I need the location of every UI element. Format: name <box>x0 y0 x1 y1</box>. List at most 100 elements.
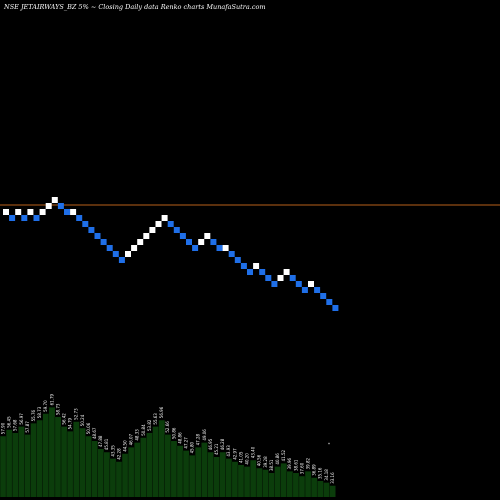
price-label: 49.06 <box>202 429 207 441</box>
up-brick <box>45 203 52 209</box>
price-label: 57.90 <box>1 422 6 434</box>
up-brick <box>222 245 229 251</box>
price-label: 38.51 <box>269 459 274 471</box>
chart-title: NSE JETAIRWAYS_BZ 5% ~ Closing Daily dat… <box>3 3 266 11</box>
price-label: 52.73 <box>74 408 79 420</box>
price-label: 33.16 <box>330 472 335 484</box>
price-label: 47.88 <box>98 435 103 447</box>
down-brick <box>228 251 235 257</box>
price-label: 47.27 <box>184 437 189 449</box>
up-brick <box>137 239 144 245</box>
price-label: 55.63 <box>153 413 158 425</box>
up-brick <box>308 281 314 287</box>
down-brick <box>289 275 296 281</box>
up-brick <box>3 209 9 215</box>
down-brick <box>320 293 327 299</box>
price-label: 56.42 <box>62 413 67 425</box>
price-label: 38.61 <box>293 459 298 471</box>
price-label: 45.21 <box>214 443 219 455</box>
price-label: 58.73 <box>37 406 42 418</box>
down-brick <box>240 263 247 269</box>
up-brick <box>39 209 46 215</box>
down-brick <box>112 251 119 257</box>
price-label: 43.93 <box>226 445 231 457</box>
price-label: 40.20 <box>245 453 250 465</box>
up-brick <box>125 251 131 257</box>
down-brick <box>167 221 174 227</box>
price-label: 44.50 <box>123 440 128 452</box>
price-label: 39.28 <box>263 456 268 468</box>
down-brick <box>82 221 89 227</box>
price-label: 54.79 <box>68 417 73 429</box>
down-brick <box>64 209 70 215</box>
up-brick <box>204 233 211 239</box>
down-brick <box>314 287 321 293</box>
price-label: 59.70 <box>43 400 48 412</box>
down-brick <box>76 215 83 221</box>
down-brick <box>57 203 64 209</box>
up-brick <box>155 221 162 227</box>
price-label: 43.40 <box>251 446 256 458</box>
price-label: 42.28 <box>116 448 121 460</box>
down-brick <box>179 233 186 239</box>
up-brick <box>149 227 156 233</box>
price-label: 50.84 <box>141 424 146 436</box>
up-brick <box>51 197 58 203</box>
bricks-group <box>3 197 339 311</box>
up-brick <box>277 275 284 281</box>
up-brick <box>198 239 205 245</box>
down-brick <box>216 245 223 251</box>
up-brick <box>131 245 138 251</box>
price-label: 47.28 <box>196 433 201 445</box>
price-label: 61.79 <box>49 393 54 405</box>
down-brick <box>265 275 272 281</box>
price-label: 40.56 <box>257 454 262 466</box>
down-brick <box>100 239 107 245</box>
price-label: 56.96 <box>159 406 164 418</box>
down-brick <box>94 233 101 239</box>
up-brick <box>27 209 34 215</box>
price-label: 46.28 <box>220 438 225 450</box>
down-brick <box>247 269 253 275</box>
up-brick <box>283 269 290 275</box>
down-brick <box>295 281 302 287</box>
price-label: 41.05 <box>238 451 243 463</box>
price-label: 56.97 <box>19 413 24 425</box>
price-label: 36.89 <box>312 464 317 476</box>
price-label: 35.16 <box>318 467 323 479</box>
price-label: 46.95 <box>208 438 213 450</box>
price-label: 46.07 <box>129 433 134 445</box>
up-brick <box>70 209 77 215</box>
down-brick <box>259 269 266 275</box>
down-brick <box>271 281 278 287</box>
down-brick <box>9 215 16 221</box>
price-label: 42.97 <box>232 448 237 460</box>
down-brick <box>301 287 308 293</box>
price-label: 50.86 <box>171 427 176 439</box>
price-label: 55.76 <box>31 409 36 421</box>
price-label: 57.68 <box>13 419 18 431</box>
down-brick <box>234 257 241 263</box>
down-brick <box>118 257 125 263</box>
price-label: 57.87 <box>25 421 30 433</box>
down-brick <box>192 245 199 251</box>
price-label: 39.96 <box>287 457 292 469</box>
price-label: 48.86 <box>177 432 182 444</box>
down-brick <box>21 215 28 221</box>
up-brick <box>15 209 22 215</box>
price-label: 50.06 <box>86 422 91 434</box>
down-brick <box>326 299 333 305</box>
down-brick <box>88 227 95 233</box>
price-label: 52.66 <box>165 421 170 433</box>
price-label: 39.82 <box>306 457 311 469</box>
price-label: 40.86 <box>275 453 280 465</box>
price-label: 58.73 <box>55 403 60 415</box>
down-brick <box>332 305 339 311</box>
volume-area <box>0 407 336 497</box>
volume-area-path <box>0 407 336 497</box>
price-label: 34.18 <box>324 469 329 481</box>
price-label: 45.81 <box>104 438 109 450</box>
price-label: 53.82 <box>147 419 152 431</box>
